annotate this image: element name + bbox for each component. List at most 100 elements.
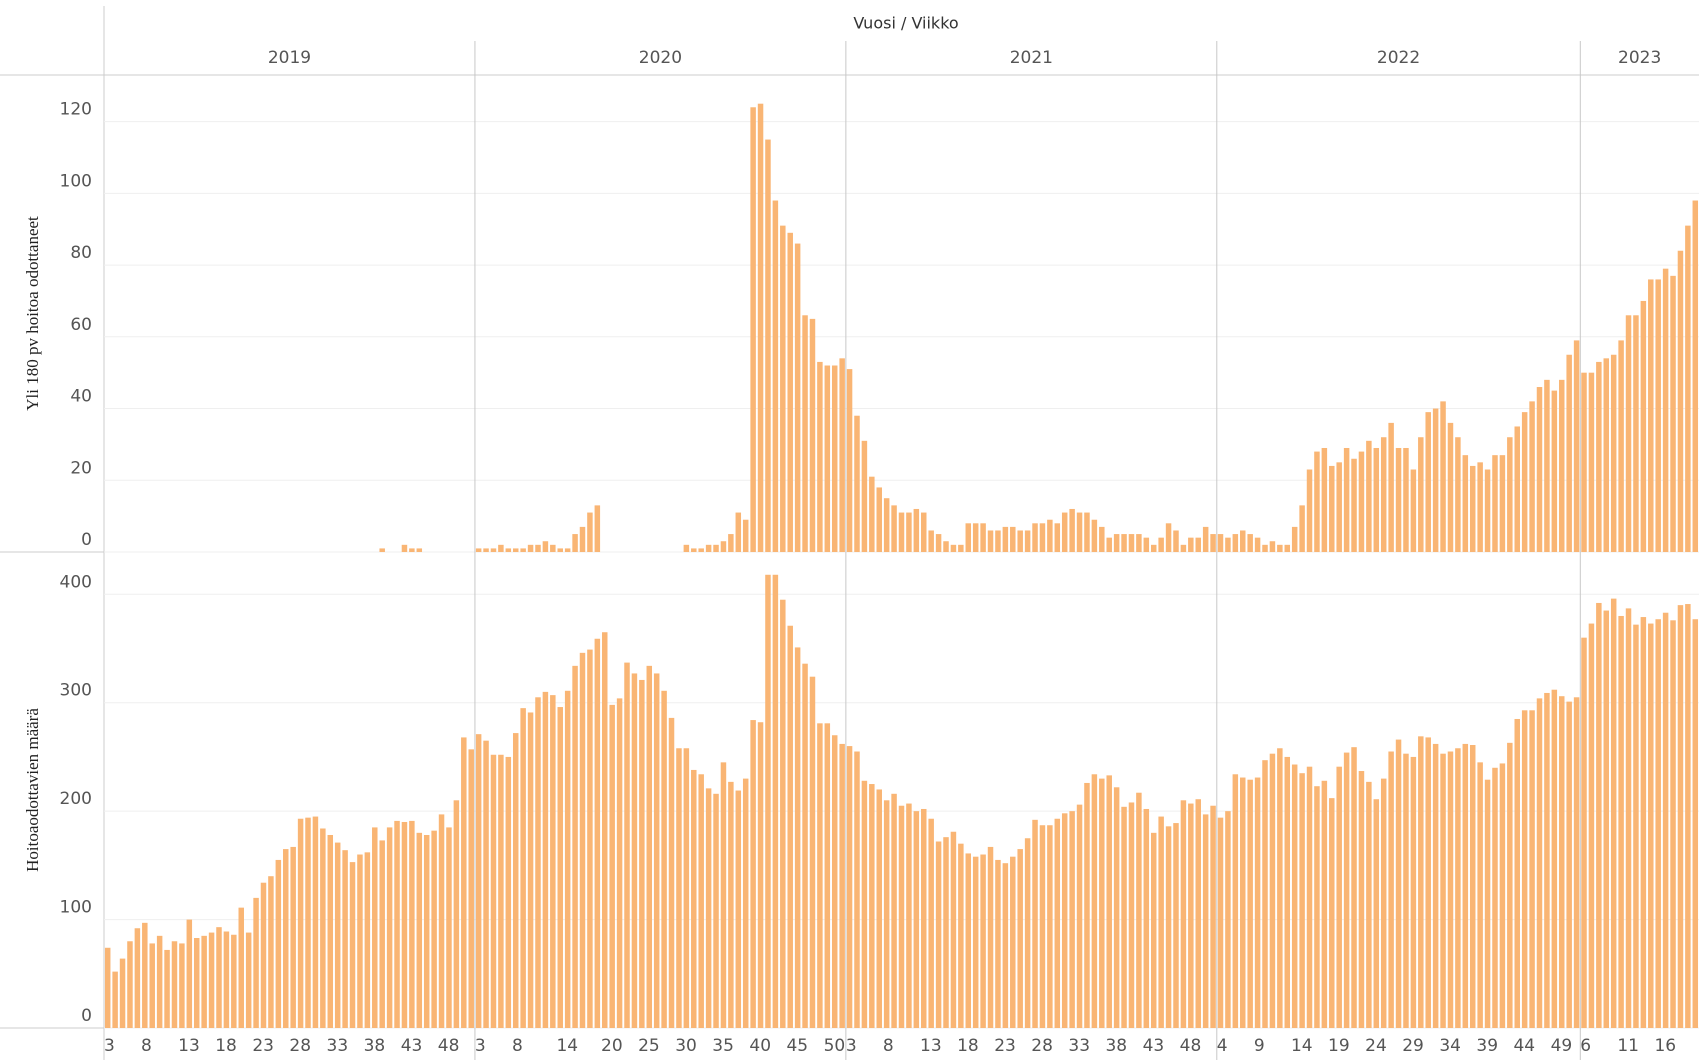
bar — [334, 842, 341, 1028]
bar — [512, 733, 519, 1028]
bar — [587, 512, 593, 552]
bar — [1677, 605, 1684, 1028]
bar — [824, 365, 831, 552]
bar — [1136, 534, 1142, 552]
bar — [297, 818, 304, 1028]
week-label: 13 — [178, 1036, 200, 1056]
bar — [1091, 774, 1098, 1028]
bar — [401, 544, 408, 552]
bar — [1240, 777, 1246, 1028]
bar — [683, 544, 690, 552]
bar — [794, 647, 801, 1028]
bar — [705, 788, 712, 1028]
bar — [1403, 753, 1409, 1028]
bar — [950, 831, 957, 1028]
bar — [579, 526, 586, 552]
bar — [594, 638, 601, 1028]
bar — [1462, 743, 1469, 1028]
bar — [802, 315, 808, 552]
bar — [1536, 698, 1543, 1028]
bar — [861, 440, 868, 552]
bar — [1588, 372, 1595, 552]
bar — [713, 544, 719, 552]
bar — [1254, 777, 1261, 1028]
bar — [1306, 766, 1313, 1028]
bar — [1165, 826, 1172, 1028]
bar — [602, 632, 608, 1028]
bar — [1655, 279, 1661, 552]
week-label: 19 — [1328, 1036, 1350, 1056]
bar — [713, 793, 719, 1028]
bar — [1010, 526, 1016, 552]
bar — [483, 740, 489, 1028]
bar — [1262, 544, 1268, 552]
bar — [379, 840, 385, 1028]
bar — [1366, 781, 1372, 1028]
week-label: 6 — [1580, 1036, 1591, 1056]
bar — [475, 734, 482, 1028]
bar — [1047, 519, 1053, 552]
bar — [245, 932, 252, 1028]
bar — [201, 935, 207, 1028]
bar — [1625, 608, 1632, 1028]
bar — [1188, 803, 1194, 1028]
bar — [342, 850, 348, 1028]
year-label: 2022 — [1377, 48, 1420, 68]
bar — [468, 749, 474, 1028]
bar — [1380, 437, 1387, 552]
bar — [1499, 763, 1506, 1028]
bar — [1588, 623, 1595, 1028]
bar — [1403, 447, 1409, 552]
bar — [935, 534, 942, 552]
bar — [742, 778, 749, 1028]
bar — [1618, 615, 1624, 1028]
week-label: 28 — [1031, 1036, 1053, 1056]
week-label: 28 — [289, 1036, 311, 1056]
bar — [1477, 462, 1483, 552]
bar — [698, 548, 704, 552]
bar — [854, 415, 860, 552]
bar — [1484, 469, 1491, 552]
bar — [995, 859, 1001, 1028]
bar — [1113, 787, 1120, 1028]
bar — [1469, 465, 1476, 552]
week-label: 20 — [601, 1036, 623, 1056]
week-label: 48 — [438, 1036, 460, 1056]
bar — [1499, 455, 1506, 552]
bar — [1076, 512, 1083, 552]
bar — [1566, 701, 1572, 1028]
bar — [1455, 748, 1461, 1028]
bar — [1277, 544, 1283, 552]
bar — [958, 843, 964, 1028]
bar — [1202, 814, 1209, 1028]
bar — [1002, 526, 1009, 552]
bar — [1633, 624, 1639, 1028]
bar — [579, 652, 586, 1028]
bar — [357, 854, 363, 1028]
bar — [283, 849, 289, 1028]
year-label: 2020 — [639, 48, 682, 68]
bar — [980, 854, 986, 1028]
bar — [943, 837, 949, 1028]
bar — [1596, 361, 1602, 552]
bar — [1469, 745, 1476, 1028]
bar — [891, 793, 897, 1028]
bar — [104, 947, 111, 1028]
week-label: 39 — [1476, 1036, 1498, 1056]
bar — [1477, 762, 1483, 1028]
bar — [765, 574, 771, 1028]
bar — [1121, 806, 1127, 1028]
bar — [1024, 530, 1031, 552]
bar — [520, 708, 526, 1028]
bar — [1566, 354, 1572, 552]
bar — [1054, 523, 1061, 552]
bar — [913, 811, 920, 1028]
bar — [290, 846, 296, 1028]
bar — [691, 769, 697, 1028]
bar — [1039, 523, 1046, 552]
bar — [1380, 778, 1387, 1028]
bar — [913, 508, 920, 552]
bar — [1061, 512, 1068, 552]
bar — [1150, 832, 1157, 1028]
bar — [824, 723, 831, 1028]
